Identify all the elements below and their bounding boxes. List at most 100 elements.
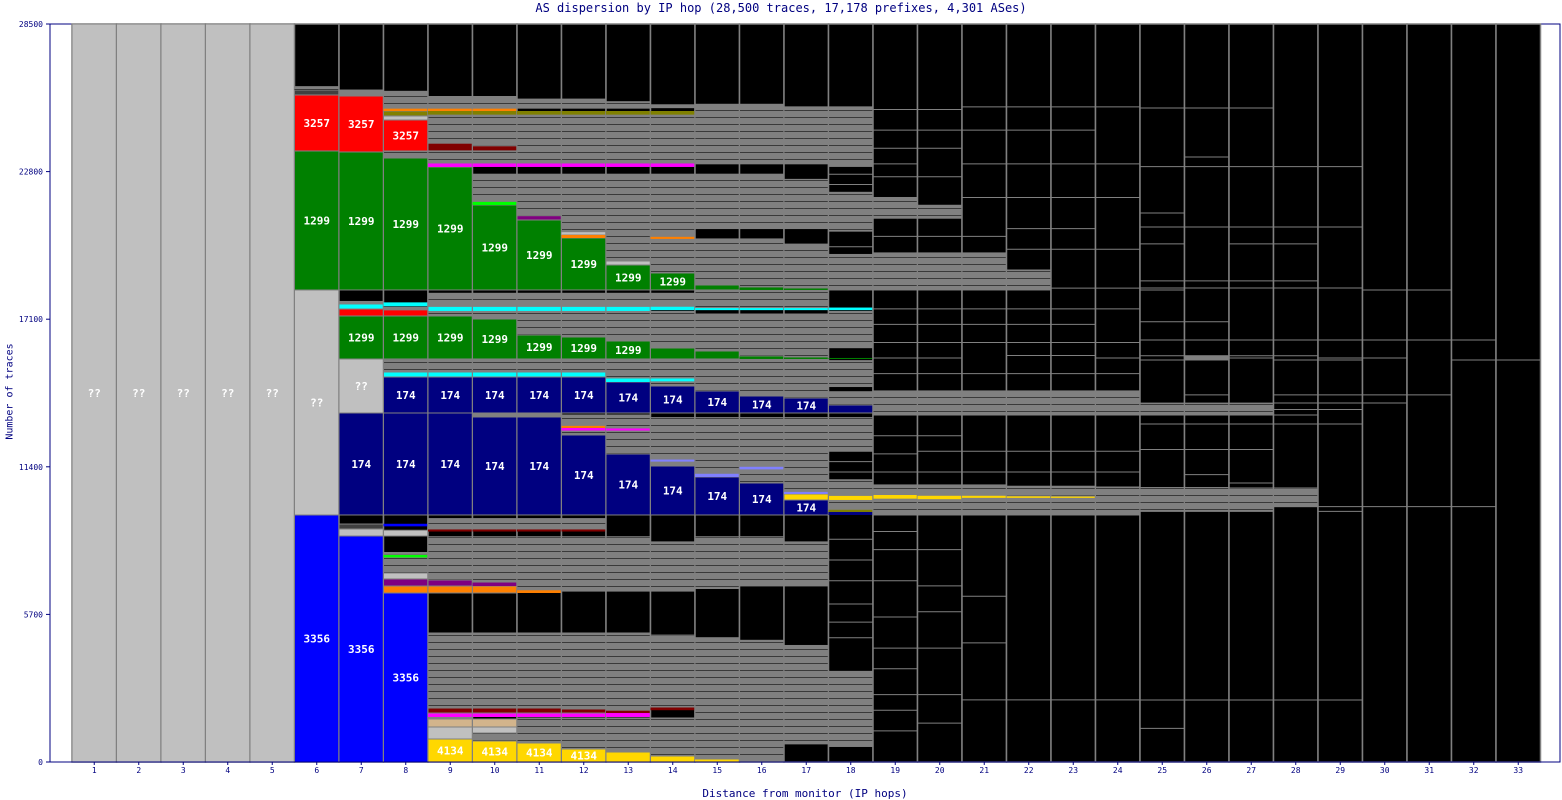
y-tick-label: 28500 xyxy=(19,20,43,29)
x-tick-label: 1 xyxy=(92,766,97,775)
segment-cyan xyxy=(650,377,695,382)
segment-other xyxy=(472,518,518,530)
segment-1299 xyxy=(605,264,651,291)
segment-label: 174 xyxy=(707,490,727,503)
x-tick-label: 33 xyxy=(1513,766,1523,775)
hop-column-24 xyxy=(1094,23,1141,763)
hop-background xyxy=(1406,23,1453,763)
segment-olive xyxy=(428,111,473,115)
segment-magenta xyxy=(472,713,517,717)
segment-other xyxy=(783,289,829,309)
segment-magenta xyxy=(428,713,473,717)
segment-label: 1299 xyxy=(526,341,553,354)
segment-3257 xyxy=(294,94,340,152)
segment-other xyxy=(383,90,429,109)
segment-other xyxy=(1228,487,1274,512)
segment-3356 xyxy=(338,535,384,763)
segment-label: 174 xyxy=(618,478,638,491)
segment-1299 xyxy=(383,157,429,291)
segment-other xyxy=(516,173,562,217)
segment-other xyxy=(427,150,473,164)
segment-other xyxy=(605,310,651,342)
hop-column-25 xyxy=(1139,23,1186,763)
hop-column-5: ?? xyxy=(249,23,296,763)
segment-other xyxy=(605,292,651,307)
segment-darkred xyxy=(606,710,651,714)
segment-other xyxy=(294,86,339,91)
segment-other xyxy=(828,499,874,510)
segment-orange xyxy=(561,425,606,428)
segment-4134 xyxy=(1051,496,1096,498)
segment-other xyxy=(561,430,607,436)
segment-lightgray xyxy=(338,528,384,537)
segment-other xyxy=(472,292,518,307)
segment-3257 xyxy=(338,95,384,153)
segment-other xyxy=(605,632,651,711)
segment-other xyxy=(516,536,562,591)
hop-column-19 xyxy=(872,23,919,763)
segment-other xyxy=(650,173,696,237)
segment-lightgray xyxy=(605,260,651,266)
segment-174 xyxy=(516,376,562,414)
segment-label: ?? xyxy=(177,387,190,400)
segment-other xyxy=(383,150,429,159)
segment-other xyxy=(605,358,651,379)
segment-unknown xyxy=(71,23,117,763)
segment-other xyxy=(472,632,518,709)
segment-other xyxy=(650,717,696,757)
segment-other xyxy=(1184,487,1230,512)
segment-other xyxy=(1050,497,1096,516)
segment-other xyxy=(650,380,696,387)
segment-cyan xyxy=(606,377,651,382)
segment-other xyxy=(1139,402,1185,416)
segment-other xyxy=(561,98,607,109)
segment-other xyxy=(605,430,651,455)
segment-blue xyxy=(383,523,428,527)
segment-other xyxy=(427,96,473,109)
segment-other xyxy=(472,536,518,583)
x-tick-label: 5 xyxy=(270,766,275,775)
segment-1299 xyxy=(427,315,473,360)
segment-label: 1299 xyxy=(615,271,642,284)
hop-column-31 xyxy=(1406,23,1453,763)
segment-other xyxy=(516,98,562,109)
segment-other xyxy=(872,484,918,496)
segment-tan xyxy=(427,718,473,728)
segment-4134 xyxy=(828,494,874,501)
segment-other xyxy=(516,358,562,373)
segment-other xyxy=(427,310,473,317)
segment-darkred xyxy=(427,707,473,714)
segment-174 xyxy=(383,412,429,516)
segment-label: 1299 xyxy=(348,331,375,344)
segment-label: 1299 xyxy=(526,249,553,262)
segment-darkred xyxy=(561,528,606,532)
segment-other xyxy=(472,150,518,164)
segment-label: 4134 xyxy=(437,745,464,758)
segment-other xyxy=(828,391,874,406)
segment-other xyxy=(694,536,740,590)
segment-other xyxy=(917,498,963,516)
segment-lavender xyxy=(650,459,695,462)
segment-1299 xyxy=(472,204,518,291)
segment-label: 174 xyxy=(529,460,549,473)
segment-magenta xyxy=(606,713,651,717)
segment-cyan xyxy=(383,302,428,307)
segment-label: 1299 xyxy=(571,258,598,271)
segment-orange xyxy=(650,236,695,239)
hop-column-4: ?? xyxy=(204,23,251,763)
segment-other xyxy=(739,536,785,587)
segment-olive xyxy=(383,110,429,117)
y-tick-label: 22800 xyxy=(19,168,43,177)
segment-1299 xyxy=(338,151,384,291)
x-tick-label: 24 xyxy=(1113,766,1123,775)
segment-lime xyxy=(472,201,517,205)
segment-cyan xyxy=(427,305,473,312)
segment-unknown xyxy=(249,23,295,763)
segment-lightgray xyxy=(383,115,429,121)
segment-other xyxy=(828,253,874,291)
x-tick-label: 20 xyxy=(935,766,945,775)
hop-column-32 xyxy=(1450,23,1497,763)
segment-other xyxy=(828,479,874,496)
segment-other xyxy=(828,670,874,747)
segment-magenta xyxy=(650,162,695,167)
